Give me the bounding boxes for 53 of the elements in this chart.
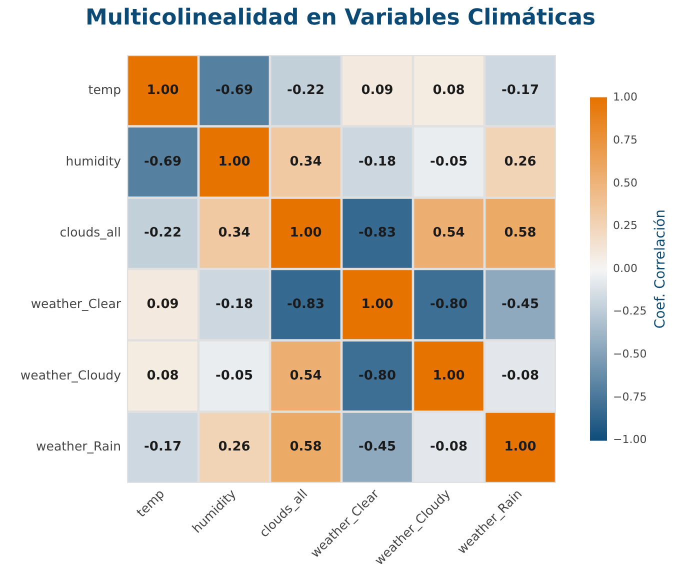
data-label: 1.00 xyxy=(218,154,250,170)
color-bar-label: −0.50 xyxy=(613,347,647,360)
data-label: -0.80 xyxy=(430,297,468,312)
data-label: 1.00 xyxy=(290,226,322,241)
data-label: -0.18 xyxy=(216,297,253,312)
data-label: 0.58 xyxy=(504,226,536,241)
data-label: -0.22 xyxy=(144,226,182,241)
data-label: 1.00 xyxy=(432,368,465,384)
color-bar-label: −0.75 xyxy=(613,390,647,404)
data-label: 0.34 xyxy=(218,226,250,241)
data-label: 0.08 xyxy=(432,83,465,98)
data-label: -0.18 xyxy=(358,154,396,170)
data-label: 0.54 xyxy=(432,226,465,241)
y-tick-label: temp xyxy=(88,82,122,97)
data-label: -0.17 xyxy=(144,440,182,455)
y-tick-label: clouds_all xyxy=(60,224,121,240)
y-tick-label: weather_Cloudy xyxy=(20,367,122,382)
color-bar-label: 0.75 xyxy=(613,133,638,146)
data-label: 0.09 xyxy=(146,297,179,312)
color-bar-label: 0.50 xyxy=(613,176,638,190)
data-label: 0.26 xyxy=(218,440,250,455)
color-bar-label: 1.00 xyxy=(613,90,638,104)
data-label: -0.83 xyxy=(358,226,396,241)
y-tick-label: weather_Clear xyxy=(30,296,122,311)
data-label: -0.08 xyxy=(502,368,539,384)
data-label: -0.22 xyxy=(287,83,324,98)
chart-title: Multicolinealidad en Variables Climáticas xyxy=(85,6,596,31)
data-label: 0.58 xyxy=(290,440,322,455)
data-label: 0.54 xyxy=(290,368,322,384)
y-tick-label: humidity xyxy=(66,153,122,168)
color-bar-title: Coef. Correlación xyxy=(652,209,669,329)
data-label: 0.08 xyxy=(146,368,179,384)
data-label: 1.00 xyxy=(361,297,394,312)
data-label: 1.00 xyxy=(146,83,179,98)
data-label: -0.17 xyxy=(502,83,539,98)
data-label: -0.69 xyxy=(216,83,253,98)
color-bar-label: 0.25 xyxy=(613,219,638,232)
data-label: 0.09 xyxy=(361,83,394,98)
data-label: 0.34 xyxy=(290,154,322,170)
data-label: -0.80 xyxy=(358,368,396,384)
data-label: -0.05 xyxy=(216,368,253,384)
data-label: -0.08 xyxy=(430,440,468,455)
data-label: -0.05 xyxy=(430,154,468,170)
y-tick-label: weather_Rain xyxy=(36,438,121,454)
color-bar-label: −1.00 xyxy=(613,433,647,446)
data-label: -0.83 xyxy=(287,297,324,312)
data-label: -0.45 xyxy=(358,440,396,455)
data-label: -0.69 xyxy=(144,154,182,170)
data-label: -0.45 xyxy=(502,297,539,312)
color-bar-label: 0.00 xyxy=(613,262,638,275)
data-label: 1.00 xyxy=(504,440,536,455)
data-label: 0.26 xyxy=(504,154,536,170)
color-bar-label: −0.25 xyxy=(613,304,647,318)
